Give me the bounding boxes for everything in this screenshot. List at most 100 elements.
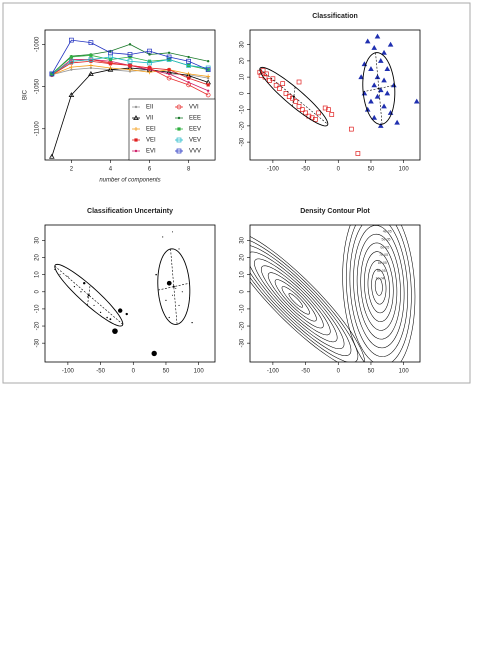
uncertainty-point [109, 318, 112, 321]
uncertainty-point [178, 248, 180, 250]
legend-marker [133, 115, 139, 120]
ellipse-center [87, 294, 90, 297]
marker [108, 57, 113, 62]
y-tick-label: -10 [240, 105, 246, 114]
marker [293, 99, 299, 104]
legend-marker [176, 137, 182, 143]
marker [206, 83, 210, 87]
marker [371, 82, 378, 88]
uncertainty-point [171, 231, 174, 233]
marker [69, 55, 73, 59]
marker [377, 122, 384, 128]
marker [377, 87, 384, 93]
marker [68, 92, 75, 97]
contour-label: 4e-05 [383, 230, 392, 234]
plot-frame [249, 29, 421, 161]
contour-label: 2e-05 [385, 214, 394, 218]
marker [108, 65, 113, 70]
panel-title: Classification [312, 13, 358, 20]
uncertainty-point [155, 273, 157, 276]
marker [49, 153, 55, 159]
x-tick-label: 0 [337, 167, 341, 173]
contour-line [364, 251, 394, 322]
y-tick-label: -20 [240, 121, 246, 130]
marker [413, 98, 420, 104]
marker [108, 62, 113, 66]
uncertainty-point [178, 304, 180, 307]
y-tick-label: -10 [35, 304, 41, 313]
x-tick-label: -100 [267, 167, 280, 173]
marker [107, 66, 114, 72]
legend-label: VEV [189, 138, 201, 144]
contour-label: 5e-05 [382, 237, 391, 241]
contour-line [254, 258, 338, 343]
legend-marker [134, 138, 138, 142]
marker [167, 72, 171, 76]
marker [167, 68, 171, 72]
legend-label: VVI [189, 105, 199, 111]
marker [381, 77, 387, 83]
contour-line [274, 279, 317, 322]
marker [186, 58, 191, 64]
contour-label: 8e-05 [378, 261, 387, 265]
legend-label: EVI [146, 149, 156, 155]
uncertainty-point [112, 328, 118, 334]
legend-label: VVV [189, 149, 201, 155]
marker [89, 53, 93, 57]
marker [267, 78, 272, 83]
marker [127, 58, 133, 64]
x-tick-label: 100 [194, 369, 205, 375]
contour-line [356, 233, 401, 340]
marker [186, 82, 191, 88]
marker [286, 94, 292, 99]
contour-line [281, 286, 310, 315]
uncertainty-point [80, 291, 82, 293]
uncertainty-point [67, 275, 69, 277]
marker [128, 67, 132, 72]
y-tick-label: 30 [240, 41, 246, 48]
ellipse-center [172, 285, 175, 288]
uncertainty-point [165, 299, 167, 301]
marker [421, 75, 425, 79]
panel-title: Classification Uncertainty [87, 208, 173, 215]
uncertainty-point [83, 282, 86, 285]
marker [374, 74, 381, 80]
marker [205, 67, 211, 73]
uncertainty-point [171, 294, 174, 296]
ellipse-minor-axis [363, 84, 395, 93]
marker [374, 93, 381, 99]
marker [329, 112, 335, 117]
uncertainty-point [162, 236, 164, 238]
y-tick-label: 30 [35, 236, 41, 243]
contour-line [371, 268, 387, 305]
marker [374, 33, 381, 39]
marker [108, 50, 113, 56]
marker [88, 63, 93, 68]
marker [368, 98, 374, 104]
x-tick-label: 0 [132, 369, 136, 375]
uncertainty-point [181, 291, 183, 293]
legend-marker [134, 105, 138, 109]
marker [69, 37, 74, 43]
marker [127, 52, 133, 57]
marker [166, 57, 172, 62]
uncertainty-point [191, 321, 193, 324]
marker [299, 107, 305, 112]
marker [273, 82, 279, 88]
x-tick-label: 100 [399, 369, 410, 375]
uncertainty-point [168, 316, 170, 319]
legend-marker [176, 104, 182, 110]
contour-label: 1e-04 [376, 277, 385, 281]
marker [206, 74, 211, 79]
plot-frame [249, 224, 421, 363]
contour-line [260, 265, 331, 336]
legend-marker [177, 116, 181, 120]
marker [384, 66, 391, 71]
panel-title: Density Contour Plot [300, 208, 370, 215]
plot-area [257, 33, 425, 156]
legend-label: VEI [146, 138, 156, 144]
marker [147, 60, 152, 66]
uncertainty-point [106, 316, 108, 319]
y-axis-label: BIC [23, 89, 29, 100]
marker [277, 86, 282, 91]
